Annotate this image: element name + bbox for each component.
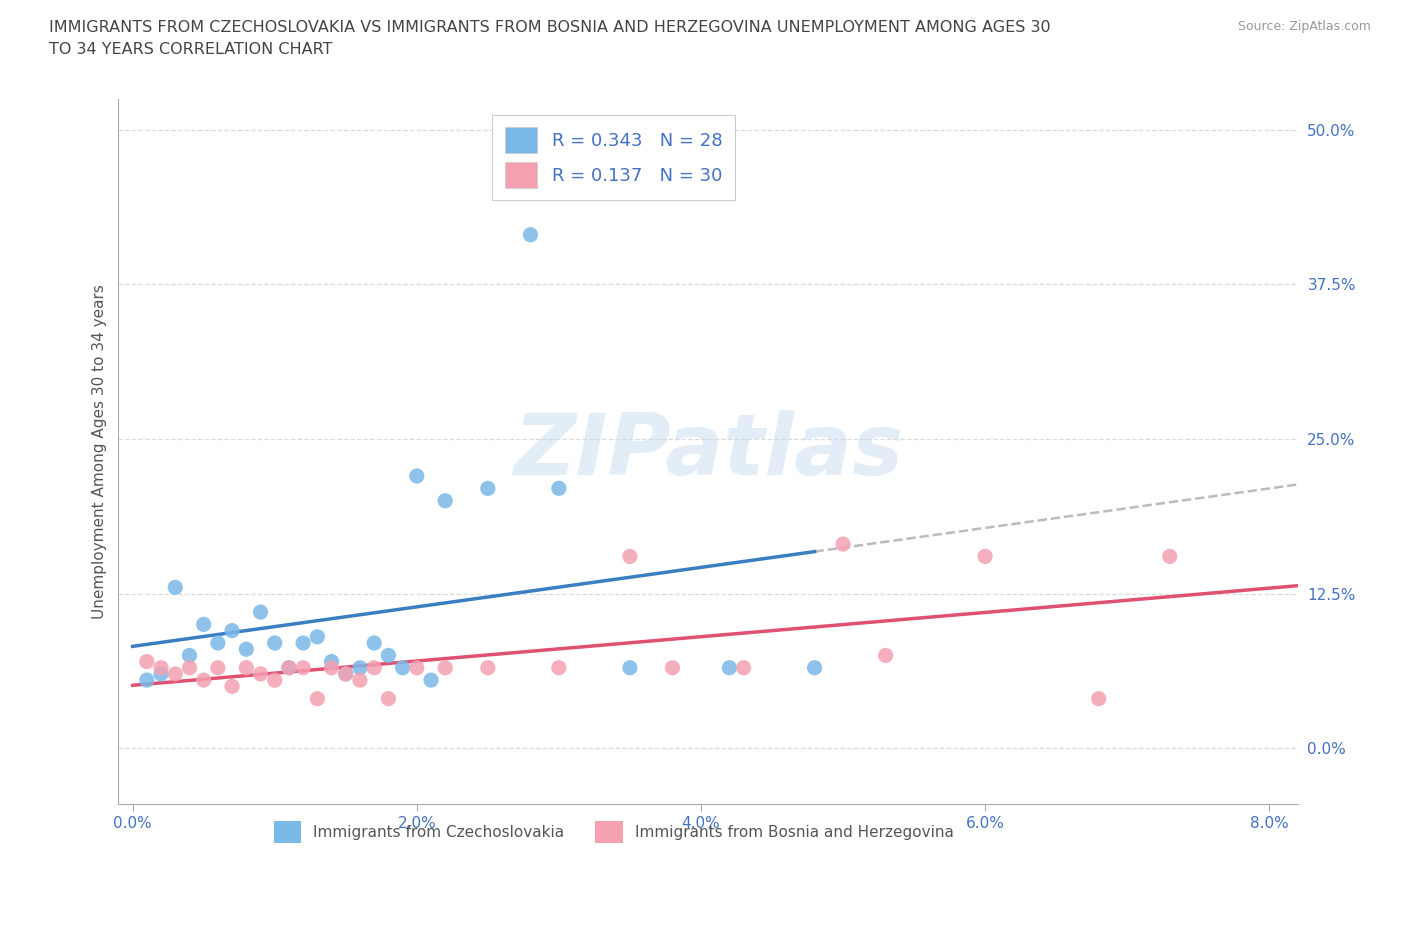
Text: ZIPatlas: ZIPatlas [513, 410, 903, 493]
Point [547, 481, 569, 496]
Point [321, 660, 343, 675]
Point [391, 660, 413, 675]
Point [405, 469, 427, 484]
Point [292, 635, 315, 650]
Point [221, 623, 243, 638]
Point [165, 667, 187, 682]
Point [434, 660, 457, 675]
Point [193, 672, 215, 687]
Point [277, 660, 299, 675]
Text: TO 34 YEARS CORRELATION CHART: TO 34 YEARS CORRELATION CHART [49, 42, 333, 57]
Point [363, 635, 385, 650]
Point [875, 648, 897, 663]
Point [179, 648, 201, 663]
Point [363, 660, 385, 675]
Point [207, 635, 229, 650]
Point [405, 660, 427, 675]
Point [321, 654, 343, 669]
Point [420, 672, 443, 687]
Point [165, 580, 187, 595]
Point [733, 660, 755, 675]
Point [619, 660, 641, 675]
Point [235, 642, 257, 657]
Point [519, 227, 541, 242]
Point [135, 672, 157, 687]
Point [193, 617, 215, 631]
Point [349, 660, 371, 675]
Point [661, 660, 683, 675]
Point [263, 672, 285, 687]
Point [307, 691, 329, 706]
Point [335, 667, 357, 682]
Y-axis label: Unemployment Among Ages 30 to 34 years: Unemployment Among Ages 30 to 34 years [93, 284, 107, 618]
Point [307, 630, 329, 644]
Point [263, 635, 285, 650]
Point [277, 660, 299, 675]
Point [832, 537, 855, 551]
Point [207, 660, 229, 675]
Point [718, 660, 741, 675]
Point [547, 660, 569, 675]
Point [179, 660, 201, 675]
Text: Source: ZipAtlas.com: Source: ZipAtlas.com [1237, 20, 1371, 33]
Point [1087, 691, 1109, 706]
Text: IMMIGRANTS FROM CZECHOSLOVAKIA VS IMMIGRANTS FROM BOSNIA AND HERZEGOVINA UNEMPLO: IMMIGRANTS FROM CZECHOSLOVAKIA VS IMMIGR… [49, 20, 1050, 35]
Point [292, 660, 315, 675]
Point [349, 672, 371, 687]
Point [477, 660, 499, 675]
Point [377, 691, 399, 706]
Legend: Immigrants from Czechoslovakia, Immigrants from Bosnia and Herzegovina: Immigrants from Czechoslovakia, Immigran… [267, 816, 960, 849]
Point [135, 654, 157, 669]
Point [235, 660, 257, 675]
Point [1159, 549, 1181, 564]
Point [803, 660, 825, 675]
Point [974, 549, 997, 564]
Point [249, 667, 271, 682]
Point [221, 679, 243, 694]
Point [249, 604, 271, 619]
Point [434, 493, 457, 508]
Point [150, 660, 173, 675]
Point [335, 667, 357, 682]
Point [377, 648, 399, 663]
Point [477, 481, 499, 496]
Point [150, 667, 173, 682]
Point [619, 549, 641, 564]
